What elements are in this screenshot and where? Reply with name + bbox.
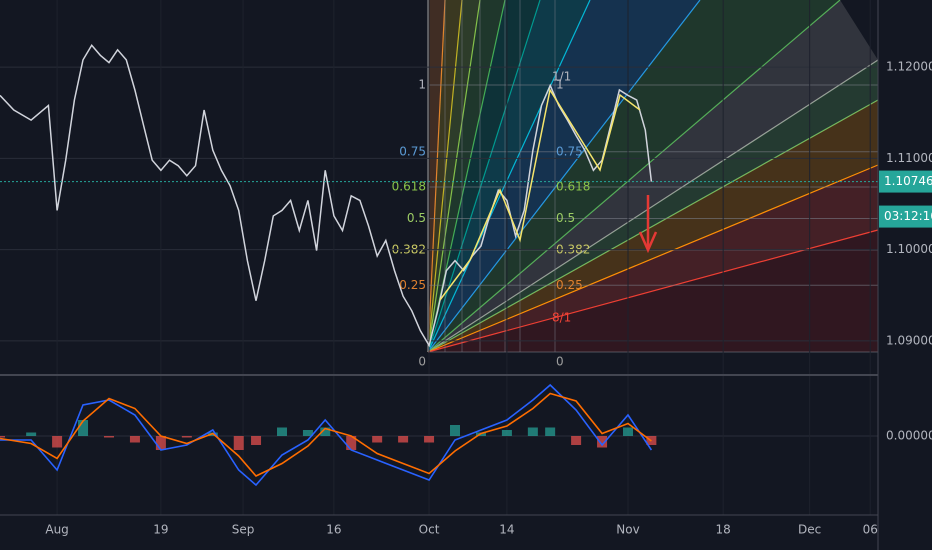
histogram-bar <box>155 436 166 450</box>
y-tick-label: 0.00000 <box>886 429 932 443</box>
y-tick-label: 1.11000 <box>886 151 932 165</box>
x-tick-label: 16 <box>326 523 341 537</box>
fib-level-label: 1 <box>418 78 426 92</box>
histogram-bar <box>251 436 262 445</box>
fan-line <box>427 0 541 353</box>
current-price-box <box>879 170 932 193</box>
fib-level-label: 0.25 <box>399 278 426 292</box>
histogram-bar <box>527 427 538 436</box>
x-tick-label: Dec <box>798 523 821 537</box>
fib-level-label: 0.25 <box>556 278 583 292</box>
x-tick-label: Sep <box>232 523 255 537</box>
x-tick-label: Oct <box>419 523 440 537</box>
histogram-bar <box>450 425 461 436</box>
fan-ratio-label: 8/1 <box>552 311 571 325</box>
price-line <box>0 44 653 348</box>
fib-level-label: 0.75 <box>399 144 426 158</box>
fan-zone <box>428 165 878 352</box>
fib-level-label: 0.75 <box>556 144 583 158</box>
fan-zone <box>428 60 878 352</box>
fan-zone <box>428 100 878 352</box>
x-tick-label: Aug <box>45 523 68 537</box>
fan-line <box>427 99 879 353</box>
fan-line <box>427 0 591 353</box>
histogram-bar <box>26 432 37 436</box>
plot: 1.09000 1.10000 1.11000 1.12000 0.00000 Aug 19… <box>0 0 932 537</box>
histogram-bar <box>302 430 313 436</box>
fan-line <box>427 0 701 353</box>
arrow-head <box>638 231 658 254</box>
fan-zone <box>428 0 878 352</box>
current-price-label: 1.10746 <box>884 174 932 188</box>
histogram-bar <box>129 436 140 443</box>
histogram-bar <box>398 436 409 443</box>
x-tick-label: 14 <box>499 523 514 537</box>
macd-line <box>0 383 653 487</box>
histogram-bar <box>276 427 287 436</box>
histogram-bar <box>571 436 582 445</box>
fib-level-label: 0.5 <box>407 211 426 225</box>
fan-ratio-label: 1/1 <box>552 70 571 84</box>
fib-level-label: 0.618 <box>392 179 426 193</box>
fib-level-label: 0 <box>418 355 426 369</box>
fib-level-label: 0.618 <box>556 179 590 193</box>
countdown-box <box>879 205 932 228</box>
histogram-bar <box>78 420 89 436</box>
macd-line <box>0 392 652 477</box>
x-tick-label: Nov <box>616 523 639 537</box>
fan-line <box>427 0 446 353</box>
countdown-label: 03:12:16 <box>884 209 932 223</box>
fib-level-label: 0.5 <box>556 211 575 225</box>
histogram-bar <box>52 436 63 448</box>
histogram-bar <box>424 436 435 443</box>
fan-line <box>427 0 481 353</box>
fan-line <box>427 59 879 353</box>
pattern-drawing <box>439 88 641 301</box>
histogram-bar <box>0 436 5 438</box>
fib-level-label: 1 <box>556 78 564 92</box>
histogram-bar <box>501 430 512 436</box>
fan-line <box>427 164 879 353</box>
histogram-bar <box>346 436 357 450</box>
y-tick-label: 1.12000 <box>886 60 932 74</box>
fan-zone <box>428 230 878 352</box>
histogram-bar <box>103 436 114 438</box>
histogram-bar <box>545 427 556 436</box>
x-tick-label: 19 <box>153 523 168 537</box>
histogram-bar <box>181 436 192 438</box>
y-tick-label: 1.09000 <box>886 333 932 347</box>
fib-level-label: 0 <box>556 355 564 369</box>
fan-line <box>427 0 841 353</box>
x-tick-label: 18 <box>716 523 731 537</box>
histogram-bar <box>320 427 331 436</box>
histogram-bar <box>597 436 608 448</box>
histogram-bar <box>233 436 244 450</box>
histogram-bar <box>623 427 634 436</box>
histogram-bar <box>372 436 383 443</box>
x-tick-label: 06 <box>863 523 878 537</box>
y-tick-label: 1.10000 <box>886 242 932 256</box>
